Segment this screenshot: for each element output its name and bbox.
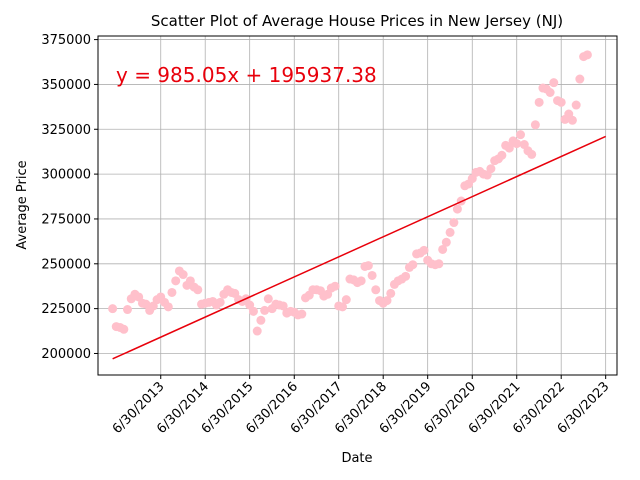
data-point <box>167 287 177 297</box>
data-point <box>516 130 526 140</box>
data-point <box>215 297 225 307</box>
data-point <box>297 309 307 319</box>
data-point <box>497 150 507 160</box>
data-point <box>193 285 203 295</box>
data-point <box>556 97 566 107</box>
y-tick-label: 200000 <box>41 347 91 362</box>
data-point <box>356 276 366 286</box>
data-point <box>278 301 288 311</box>
data-point <box>575 74 585 84</box>
data-point <box>108 304 118 314</box>
data-point <box>382 296 392 306</box>
y-tick-label: 300000 <box>41 168 91 183</box>
data-point <box>119 324 129 334</box>
data-point <box>441 237 451 247</box>
trend-line <box>112 135 606 360</box>
data-points <box>108 50 592 336</box>
data-point <box>367 270 377 280</box>
data-point <box>330 281 340 291</box>
data-point <box>512 139 522 149</box>
y-tick-label: 375000 <box>41 33 91 48</box>
data-point <box>256 315 266 325</box>
y-tick-label: 225000 <box>41 302 91 317</box>
y-axis: 200000 225000 250000 275000 300000 325000 3500… <box>41 33 98 362</box>
data-point <box>567 115 577 125</box>
plot-frame <box>97 35 618 376</box>
data-point <box>248 306 258 316</box>
data-point <box>363 261 373 271</box>
regression-equation: y = 985.05x + 195937.38 <box>116 63 377 87</box>
data-point <box>504 143 514 153</box>
data-point <box>527 149 537 159</box>
x-axis: 6/30/20136/30/20146/30/20156/30/20166/30… <box>110 375 612 437</box>
data-point <box>452 204 462 214</box>
grid <box>98 36 617 375</box>
data-point <box>530 120 540 130</box>
data-point <box>582 50 592 60</box>
y-tick-label: 275000 <box>41 212 91 227</box>
data-point <box>571 100 581 110</box>
data-point <box>449 218 459 228</box>
data-point <box>434 259 444 269</box>
data-point <box>445 227 455 237</box>
data-point <box>549 78 559 88</box>
data-point <box>386 288 396 298</box>
data-point <box>338 302 348 312</box>
y-tick-label: 250000 <box>41 257 91 272</box>
chart-title: Scatter Plot of Average House Prices in … <box>151 12 563 30</box>
y-tick-label: 325000 <box>41 123 91 138</box>
y-axis-label: Average Price <box>15 160 30 249</box>
data-point <box>419 245 429 255</box>
data-point <box>122 305 132 315</box>
data-point <box>260 305 270 315</box>
data-point <box>171 276 181 286</box>
data-point <box>408 260 418 270</box>
data-point <box>341 295 351 305</box>
y-tick-label: 350000 <box>41 78 91 93</box>
data-point <box>252 326 262 336</box>
data-point <box>545 88 555 97</box>
data-point <box>486 164 496 174</box>
data-point <box>534 97 544 107</box>
data-point <box>401 271 411 281</box>
data-point <box>163 302 173 312</box>
data-point <box>178 270 188 280</box>
data-point <box>263 294 273 304</box>
data-point <box>438 244 448 254</box>
data-point <box>371 285 381 295</box>
x-axis-label: Date <box>341 451 372 466</box>
